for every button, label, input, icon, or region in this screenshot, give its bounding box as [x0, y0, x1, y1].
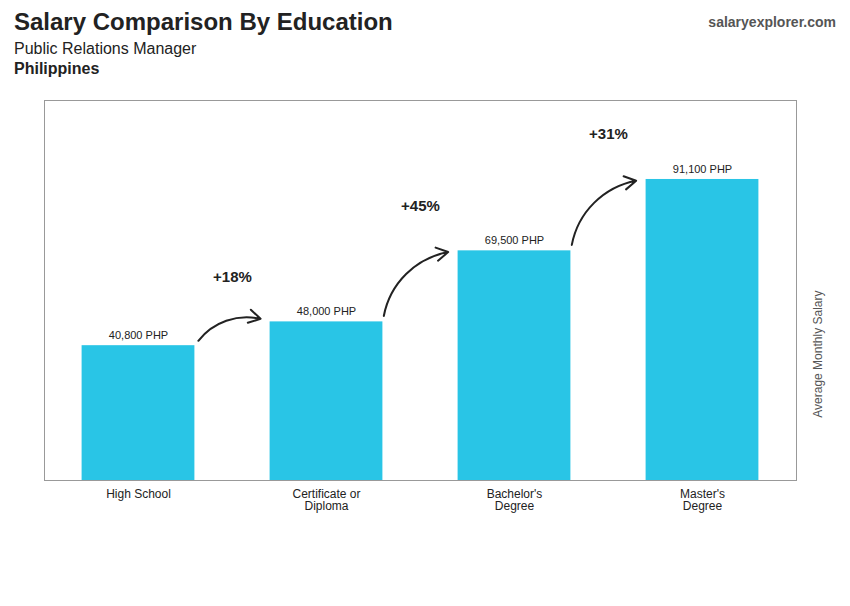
svg-text:Bachelor'sDegree: Bachelor'sDegree — [487, 487, 543, 513]
svg-text:40,800 PHP: 40,800 PHP — [109, 329, 168, 341]
html-text:Philippines: Philippines — [14, 60, 100, 77]
svg-text:48,000 PHP: 48,000 PHP — [297, 305, 356, 317]
svg-text:91,100 PHP: 91,100 PHP — [673, 163, 732, 175]
html-text:Public Relations Manager: Public Relations Manager — [14, 40, 197, 57]
svg-text:Master'sDegree: Master'sDegree — [680, 487, 725, 513]
svg-text:High School: High School — [106, 487, 171, 501]
svg-text:+45%: +45% — [401, 197, 440, 214]
svg-text:Average Monthly Salary: Average Monthly Salary — [811, 291, 825, 418]
svg-text:Certificate orDiploma: Certificate orDiploma — [292, 487, 360, 513]
svg-text:+18%: +18% — [213, 268, 252, 285]
svg-text:69,500 PHP: 69,500 PHP — [485, 234, 544, 246]
html-text:salaryexplorer.com: salaryexplorer.com — [708, 14, 836, 30]
html-text:Salary Comparison By Education: Salary Comparison By Education — [14, 8, 393, 35]
svg-text:+31%: +31% — [589, 125, 628, 142]
